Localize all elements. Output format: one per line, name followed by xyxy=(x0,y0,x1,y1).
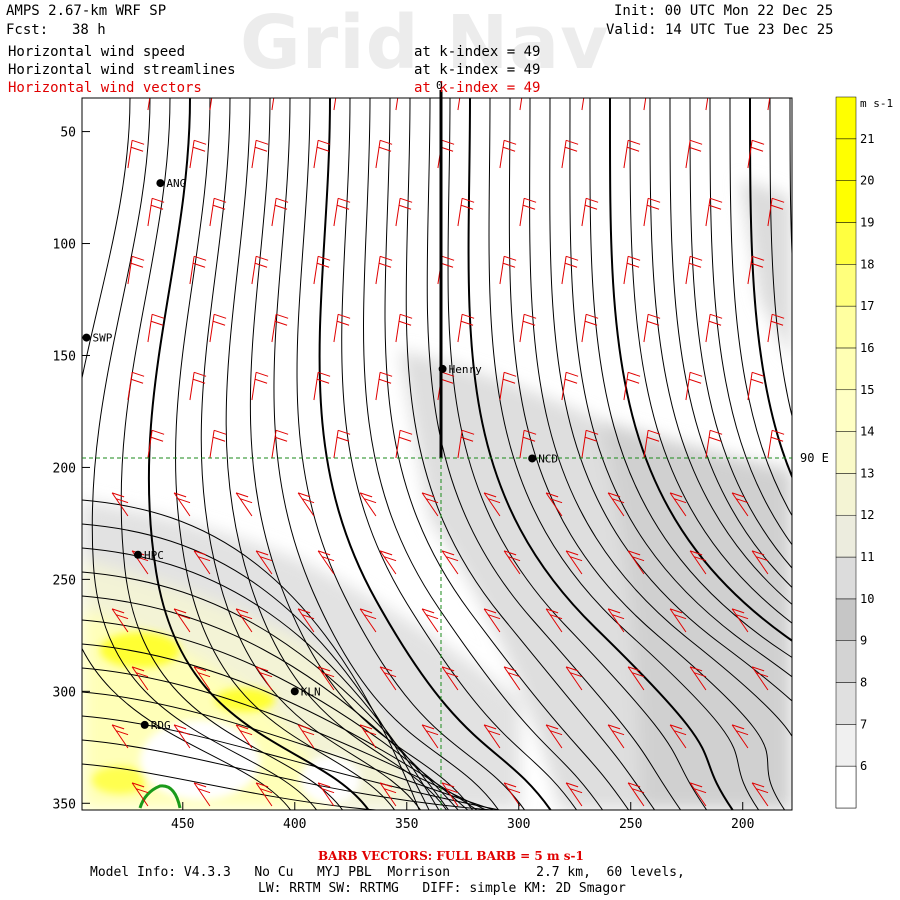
y-tick-label: 300 xyxy=(53,685,76,700)
station-marker xyxy=(528,454,537,463)
y-tick-label: 150 xyxy=(53,349,76,364)
forecast-label: Fcst: xyxy=(6,22,49,38)
station-label: KLN xyxy=(301,685,321,698)
colorbar-swatch xyxy=(835,431,857,474)
colorbar-swatch xyxy=(835,305,857,349)
station-marker xyxy=(140,720,149,729)
wind-barbs xyxy=(111,98,785,807)
field-level: at k-index = 49 xyxy=(414,62,541,78)
field-level: at k-index = 49 xyxy=(414,80,541,96)
x-tick-label: 250 xyxy=(619,817,642,832)
model-info: Model Info: V4.3.3 No Cu MYJ PBL Morriso… xyxy=(90,865,685,880)
axis-ticks: 450 400 350 300 250 200 50 100 150 200 250 300 350 xyxy=(53,126,755,832)
colorbar-swatch xyxy=(835,640,857,683)
x-tick-label: 450 xyxy=(171,817,194,832)
x-tick-label: 300 xyxy=(507,817,530,832)
colorbar-tick-label: 16 xyxy=(860,341,874,355)
colorbar-swatch xyxy=(835,347,857,391)
station-marker xyxy=(133,550,142,559)
physics-info: LW: RRTM SW: RRTMG DIFF: simple KM: 2D S… xyxy=(258,881,626,896)
colorbar-tick-label: 18 xyxy=(860,257,874,271)
y-tick-label: 200 xyxy=(53,461,76,476)
colorbar-units: m s-1 xyxy=(860,97,893,110)
y-tick-label: 50 xyxy=(60,126,76,141)
station-marker xyxy=(82,333,91,342)
stations: ANG SWP Henry NCD HPC KLN RDG xyxy=(82,177,558,732)
station-marker xyxy=(156,179,165,188)
field-name: Horizontal wind speed xyxy=(8,44,186,60)
field-level: at k-index = 49 xyxy=(414,44,541,60)
station-marker xyxy=(290,687,299,696)
valid-time: Valid: 14 UTC Tue 23 Dec 25 xyxy=(606,22,834,38)
station-label: SWP xyxy=(92,332,112,345)
plot-frame xyxy=(81,97,793,811)
colorbar-tick-label: 6 xyxy=(860,759,867,773)
colorbar-tick-label: 20 xyxy=(860,174,874,188)
colorbar-swatch xyxy=(835,682,857,725)
wind-streamlines xyxy=(82,98,792,810)
plot-area xyxy=(82,98,792,810)
field-name: Horizontal wind vectors xyxy=(8,80,202,96)
colorbar-tick-label: 17 xyxy=(860,299,874,313)
colorbar-swatch xyxy=(835,514,857,558)
colorbar-swatch xyxy=(835,389,857,432)
cross-section-label: 0 xyxy=(436,79,443,92)
colorbar-swatch xyxy=(835,264,857,307)
station-label: ANG xyxy=(166,177,186,190)
colorbar-swatch xyxy=(835,556,857,600)
colorbar-tick-label: 10 xyxy=(860,592,874,606)
colorbar-tick-label: 12 xyxy=(860,508,874,522)
init-time: Init: 00 UTC Mon 22 Dec 25 xyxy=(614,3,834,19)
colorbar-swatch xyxy=(835,598,857,641)
colorbar-tick-label: 14 xyxy=(860,425,874,439)
station-label: HPC xyxy=(144,549,164,562)
x-tick-label: 400 xyxy=(283,817,306,832)
colorbar-tick-label: 11 xyxy=(860,550,874,564)
y-tick-label: 250 xyxy=(53,573,76,588)
longitude-label: 90 E xyxy=(800,451,829,465)
station-label: NCD xyxy=(538,452,558,465)
watermark: Grid Nav xyxy=(240,0,610,86)
colorbar-tick-label: 13 xyxy=(860,466,874,480)
station-label: Henry xyxy=(449,363,482,376)
colorbar-tick-label: 8 xyxy=(860,676,867,690)
colorbar-tick-label: 7 xyxy=(860,717,867,731)
colorbar-tick-label: 21 xyxy=(860,132,874,146)
colorbar-tick-label: 9 xyxy=(860,634,867,648)
colorbar-tick-label: 15 xyxy=(860,383,874,397)
field-name: Horizontal wind streamlines xyxy=(8,62,236,78)
colorbar-swatch xyxy=(835,138,857,181)
colorbar-swatch xyxy=(835,222,857,265)
colorbar-swatch xyxy=(835,724,857,767)
station-marker xyxy=(438,364,447,373)
y-tick-label: 350 xyxy=(53,797,76,812)
colorbar-swatch xyxy=(835,180,857,223)
colorbar-tick-label: 19 xyxy=(860,215,874,229)
y-tick-label: 100 xyxy=(53,238,76,253)
station-label: RDG xyxy=(151,719,171,732)
colorbar: 6 7 8 9 10 11 12 13 14 15 16 17 18 19 20 21 m s-1 xyxy=(835,96,893,809)
x-tick-label: 350 xyxy=(395,817,418,832)
model-title: AMPS 2.67-km WRF SP xyxy=(6,3,167,19)
x-tick-label: 200 xyxy=(731,817,754,832)
barb-note: BARB VECTORS: FULL BARB = 5 m s-1 xyxy=(318,849,584,863)
colorbar-swatch xyxy=(835,473,857,516)
forecast-hours: 38 h xyxy=(72,22,106,38)
